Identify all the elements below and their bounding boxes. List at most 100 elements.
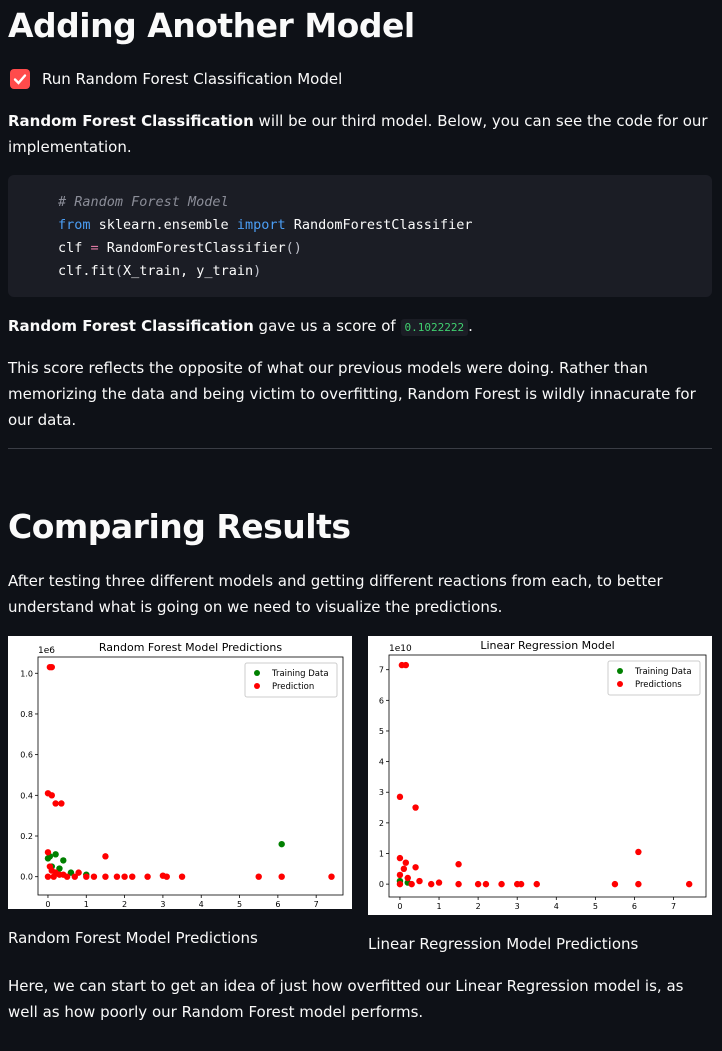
paragraph: Here, we can start to get an idea of jus… bbox=[8, 977, 684, 1021]
code-token: ( bbox=[114, 263, 124, 279]
x-tick-label: 6 bbox=[275, 900, 280, 909]
x-tick-label: 4 bbox=[199, 900, 204, 909]
x-tick-label: 7 bbox=[314, 900, 319, 909]
text: gave us a score of bbox=[253, 317, 401, 335]
point bbox=[48, 792, 55, 799]
y-tick-label: 0.2 bbox=[20, 832, 33, 841]
plot-frame bbox=[37, 656, 344, 896]
point bbox=[685, 880, 693, 888]
paragraph: After testing three different models and… bbox=[8, 572, 663, 616]
point bbox=[611, 880, 619, 888]
point bbox=[102, 853, 109, 860]
checkbox-box[interactable] bbox=[10, 69, 30, 89]
inline-code: 0.1022222 bbox=[400, 319, 469, 336]
point bbox=[58, 800, 65, 807]
point bbox=[428, 880, 435, 888]
y-tick-label: 0.4 bbox=[20, 791, 33, 800]
x-tick-label: 0 bbox=[45, 900, 50, 909]
caption: Linear Regression Model Predictions bbox=[368, 935, 639, 953]
y-tick-label: 3 bbox=[379, 788, 384, 797]
y-tick-label: 6 bbox=[379, 696, 384, 705]
y-tick-label: 7 bbox=[379, 666, 384, 675]
x-tick-label: 4 bbox=[554, 902, 559, 911]
x-tick-label: 1 bbox=[436, 902, 441, 911]
point bbox=[60, 871, 67, 878]
point bbox=[404, 874, 411, 882]
x-tick-label: 0 bbox=[397, 902, 402, 911]
legend-marker bbox=[617, 681, 623, 687]
legend-label: Prediction bbox=[272, 682, 314, 692]
point bbox=[635, 848, 642, 856]
checkbox[interactable]: Run Random Forest Classification Model bbox=[10, 69, 342, 89]
point bbox=[52, 851, 59, 858]
divider bbox=[8, 448, 712, 449]
legend bbox=[607, 660, 701, 696]
offset-label: 1e10 bbox=[389, 644, 412, 654]
point bbox=[435, 879, 443, 886]
legend-marker bbox=[617, 668, 623, 674]
caption: Random Forest Model Predictions bbox=[8, 929, 258, 947]
x-tick-label: 3 bbox=[160, 900, 165, 909]
point bbox=[412, 864, 419, 871]
code-token: # Random Forest Model bbox=[58, 194, 229, 210]
point bbox=[408, 880, 415, 888]
legend-label: Training Data bbox=[271, 669, 329, 679]
y-tick-label: 2 bbox=[379, 819, 384, 828]
plot-frame bbox=[388, 654, 707, 898]
checkbox-label[interactable]: Run Random Forest Classification Model bbox=[42, 70, 343, 88]
point bbox=[50, 873, 57, 880]
point bbox=[635, 880, 642, 888]
figure: Random Forest Model Predictions 1e6 0.0 0.2… bbox=[8, 636, 352, 913]
point bbox=[71, 873, 78, 880]
point bbox=[75, 869, 82, 876]
point bbox=[416, 877, 423, 885]
y-tick-label: 0.8 bbox=[20, 710, 33, 719]
bold-text: Random Forest Classification bbox=[8, 317, 254, 335]
legend bbox=[244, 662, 338, 698]
code-token: clf.fit bbox=[58, 263, 115, 279]
figure: Linear Regression Model 1e10 0 1 2 3 4 5 6 7 0 1 2 3 4… bbox=[368, 636, 712, 919]
code-token: ) bbox=[253, 263, 262, 279]
x-tick-label: 2 bbox=[122, 900, 127, 909]
code-token: clf bbox=[58, 240, 91, 256]
code-line: from sklearn.ensemble import RandomFores… bbox=[58, 214, 712, 237]
point bbox=[255, 873, 262, 880]
y-tick-label: 1 bbox=[379, 850, 384, 859]
paragraph: Random Forest Classification gave us a s… bbox=[8, 313, 473, 341]
x-tick-label: 5 bbox=[593, 902, 598, 911]
point bbox=[113, 873, 121, 880]
point bbox=[52, 800, 59, 807]
y-tick-label: 4 bbox=[379, 758, 384, 767]
heading: Adding Another Model bbox=[8, 6, 415, 45]
code-token: X_train, y_train bbox=[123, 263, 254, 279]
point bbox=[44, 849, 52, 856]
point bbox=[83, 873, 90, 880]
point bbox=[163, 873, 170, 880]
x-tick-label: 3 bbox=[515, 902, 520, 911]
paragraph: This score reflects the opposite of what… bbox=[8, 359, 696, 429]
x-tick-label: 7 bbox=[671, 902, 676, 911]
code-token: sklearn.ensemble bbox=[90, 217, 237, 233]
legend-label: Training Data bbox=[634, 667, 692, 677]
x-tick-label: 1 bbox=[84, 900, 89, 909]
point bbox=[48, 663, 55, 671]
point bbox=[102, 873, 109, 880]
code-token: RandomForestClassifier bbox=[98, 240, 286, 256]
point bbox=[517, 880, 525, 888]
legend-marker bbox=[254, 670, 260, 676]
point bbox=[90, 873, 98, 880]
legend-label: Predictions bbox=[635, 680, 682, 690]
chart-title: Random Forest Model Predictions bbox=[99, 641, 282, 654]
code-token: () bbox=[285, 240, 302, 256]
legend-marker bbox=[254, 683, 260, 689]
point bbox=[402, 661, 410, 669]
point bbox=[144, 873, 151, 880]
point bbox=[474, 880, 482, 888]
code-line: clf.fit(X_train, y_train) bbox=[58, 260, 712, 283]
point bbox=[482, 880, 490, 888]
point bbox=[455, 880, 462, 888]
point bbox=[278, 873, 285, 880]
point bbox=[498, 880, 505, 888]
point bbox=[396, 871, 404, 879]
x-tick-label: 2 bbox=[476, 902, 481, 911]
